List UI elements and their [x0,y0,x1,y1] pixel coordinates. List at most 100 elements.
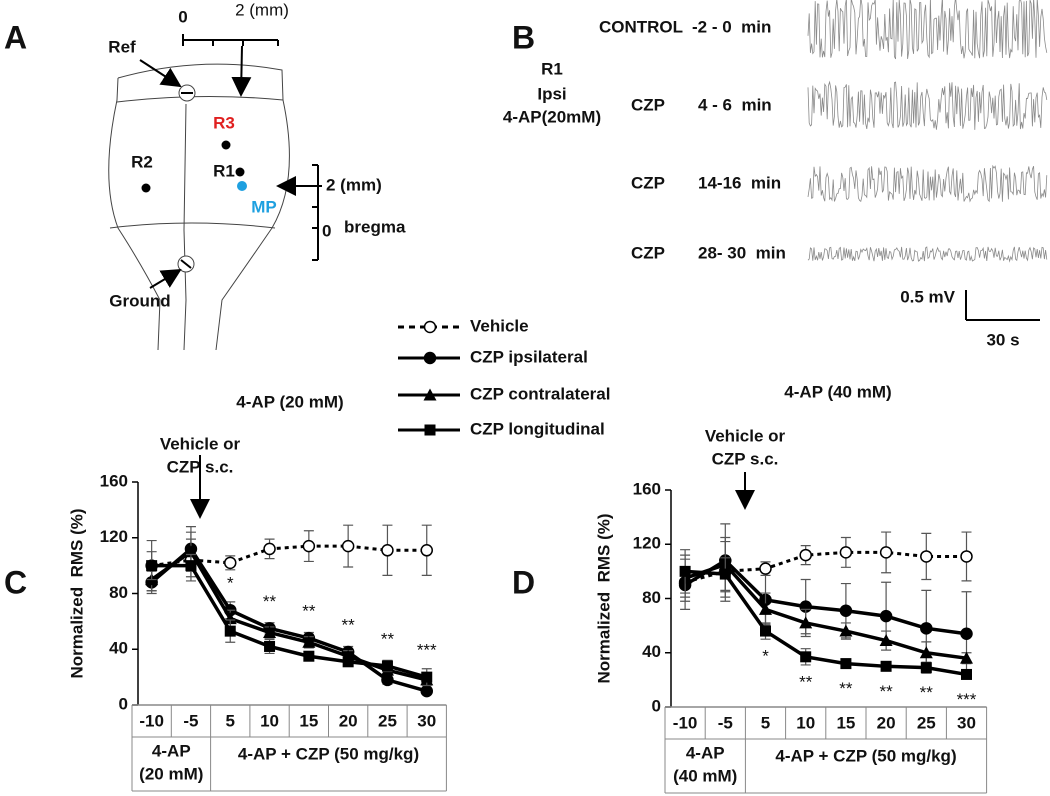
significance: ** [263,592,277,611]
series-line [150,546,428,693]
marker [224,625,236,637]
series-line [151,544,427,568]
x-tick-label: 25 [917,713,936,732]
scale-label: 2 (mm) [326,175,382,194]
y-tick-label: 160 [633,479,661,498]
condition-label: CZP [631,173,665,192]
annotation: CZP s.c. [712,449,779,468]
marker [303,650,315,662]
significance: ** [342,616,356,635]
marker [381,544,394,557]
site-label: R2 [131,152,153,171]
brain-diagram: 0 2 (mm) Ref R3 R2 R1 MP 2 (mm) 0 bregma… [108,0,406,351]
chart-title: 4-AP (40 mM) [784,382,891,401]
marker [381,673,394,687]
arrow [231,45,252,97]
marker [420,544,433,557]
legend-label: CZP contralateral [470,384,610,403]
group-label: 4-AP + CZP (50 mg/kg) [238,744,419,763]
group-label: 4-AP [152,741,191,760]
site [237,181,247,191]
y-axis-label: Normalized RMS (%) [594,513,613,683]
marker [381,660,393,672]
group-label: (20 mM) [139,764,203,783]
site [141,183,151,193]
eeg-trace [807,80,1048,130]
legend-label: Vehicle [470,316,529,335]
x-tick-label: 30 [957,713,976,732]
eeg-trace [807,246,1048,263]
y-tick-label: 120 [100,527,128,546]
significance: ** [879,682,893,701]
condition-label: CZP [631,95,665,114]
series-line [684,569,967,677]
condition-label: CZP [631,243,665,262]
time-label: -2 - 0 min [692,17,771,36]
marker [799,616,813,629]
site-label: R3 [213,113,235,132]
marker [879,546,893,559]
marker [264,640,276,652]
marker [679,565,691,577]
legend-label: CZP ipsilateral [470,347,588,366]
significance: *** [957,690,977,709]
marker [263,626,277,639]
x-tick-label: -5 [718,713,733,732]
marker [839,604,853,617]
recording-label: R1 [541,59,563,78]
outline [183,103,187,351]
series-line [150,549,428,682]
x-tick-label: 5 [226,711,235,730]
x-tick-label: -10 [139,711,164,730]
site-label: R1 [213,161,235,180]
group-label: 4-AP + CZP (50 mg/kg) [775,746,956,765]
significance: ** [839,679,853,698]
series-line [151,563,428,679]
y-tick-label: 80 [109,583,128,602]
x-tick-label: 10 [260,711,279,730]
panel-label: C [4,564,27,600]
marker [920,550,933,563]
series-line [684,562,967,660]
time-label: 28- 30 min [698,243,786,262]
eeg-trace [807,0,1048,60]
legend-marker [424,424,436,436]
marker [224,556,237,570]
recording-label: Ipsi [537,84,566,103]
group-label: (40 mM) [673,766,737,785]
marker [920,622,933,635]
site [221,140,231,150]
y-tick-label: 40 [109,639,128,658]
scale-label: 30 s [986,330,1019,349]
y-tick-label: 160 [100,471,128,490]
outline [116,95,284,103]
marker [880,660,892,672]
marker [919,646,933,659]
outline [108,77,161,351]
y-axis-label: Normalized RMS (%) [67,508,86,678]
x-tick-label: -5 [183,711,198,730]
scale-label: 2 (mm) [235,0,289,19]
marker [920,662,932,674]
panel-label: D [512,564,535,600]
scale-label: bregma [344,217,406,236]
eeg-trace [807,164,1048,203]
scale-label: 0.5 mV [900,287,955,306]
panel-label: A [4,19,27,55]
marker [342,656,354,668]
y-tick-label: 80 [642,588,661,607]
recording-label: 4-AP(20mM) [503,107,601,126]
x-tick-label: 20 [339,711,358,730]
x-tick-label: 15 [836,713,855,732]
marker [185,560,197,572]
site-label: MP [251,197,277,216]
x-tick-label: 15 [299,711,318,730]
ground-label: Ground [109,291,170,310]
significance: *** [417,641,437,660]
marker [223,612,237,625]
scale-label: 0 [178,7,187,26]
x-tick-label: 10 [796,713,815,732]
marker [800,651,812,663]
marker [799,548,812,562]
